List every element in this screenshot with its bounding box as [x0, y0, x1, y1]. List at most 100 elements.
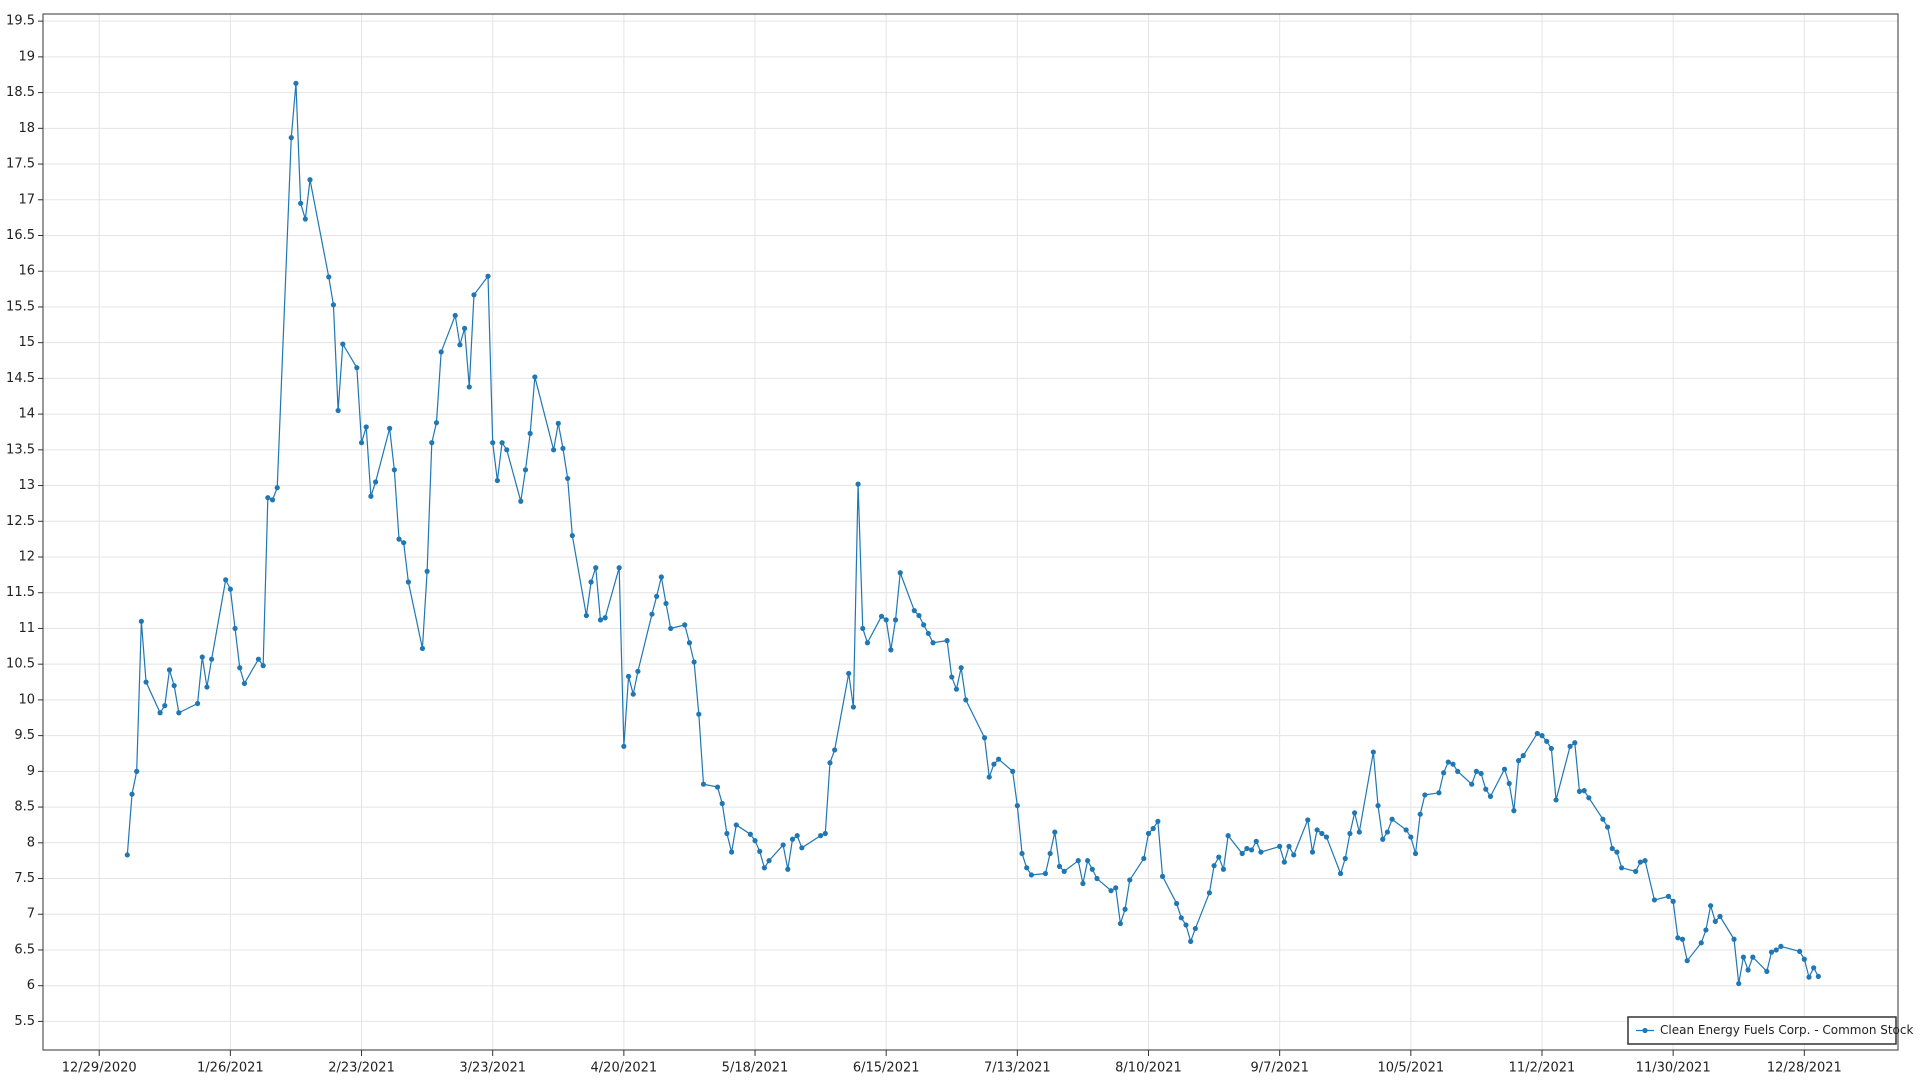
plot-frame: [42, 13, 1899, 1051]
data-point: [457, 342, 463, 348]
data-point: [1764, 968, 1770, 975]
data-point: [700, 781, 707, 787]
data-point: [565, 475, 571, 482]
data-point: [532, 374, 538, 380]
data-point: [1670, 898, 1676, 904]
data-point: [761, 865, 767, 871]
data-point: [991, 761, 997, 767]
data-point: [157, 710, 163, 716]
data-point: [733, 822, 739, 828]
legend-box: [1627, 1016, 1897, 1045]
y-tick-label: 7: [27, 907, 35, 922]
data-point: [1422, 792, 1428, 798]
data-point: [433, 420, 440, 426]
data-point: [925, 630, 931, 637]
data-point: [368, 493, 374, 499]
data-point: [438, 349, 444, 355]
data-point: [1548, 745, 1554, 752]
data-point: [1305, 817, 1311, 823]
y-tick-label: 16: [18, 264, 35, 279]
data-point: [1478, 770, 1484, 777]
data-point: [204, 684, 210, 690]
data-point: [1052, 829, 1058, 835]
data-point: [682, 622, 688, 628]
data-point: [260, 663, 266, 669]
y-tick-label: 10.5: [6, 657, 35, 672]
data-point: [1778, 943, 1784, 950]
data-point: [1028, 872, 1034, 878]
y-tick-label: 8: [27, 835, 35, 850]
data-point: [1586, 795, 1592, 801]
data-point: [1801, 956, 1807, 962]
data-point: [354, 365, 360, 371]
data-point: [1085, 858, 1091, 864]
data-point: [1515, 758, 1522, 764]
data-point: [1211, 863, 1217, 869]
data-point: [668, 625, 674, 632]
data-point: [616, 565, 622, 571]
data-point: [1145, 830, 1152, 837]
y-tick-label: 11: [18, 621, 35, 636]
data-point: [635, 668, 641, 674]
data-point: [1600, 816, 1606, 822]
data-point: [1061, 868, 1067, 874]
data-point: [860, 625, 866, 632]
data-point: [452, 312, 458, 319]
data-point: [1370, 749, 1376, 755]
y-tick-label: 12.5: [6, 514, 35, 529]
data-point: [1075, 858, 1081, 864]
data-point: [1609, 845, 1615, 852]
data-point: [171, 683, 177, 689]
data-point: [921, 622, 927, 628]
data-point: [597, 617, 604, 623]
data-point: [340, 341, 346, 347]
data-point: [1342, 855, 1348, 862]
data-point: [818, 833, 824, 839]
data-point: [265, 495, 271, 501]
data-point: [166, 667, 173, 673]
data-point: [1010, 768, 1016, 774]
data-point: [1389, 816, 1395, 822]
data-point: [485, 273, 491, 279]
data-point: [1375, 803, 1381, 809]
data-point: [1347, 830, 1353, 837]
y-tick-label: 6.5: [14, 942, 35, 957]
data-point: [1356, 829, 1362, 835]
data-point: [747, 831, 753, 837]
data-point: [555, 420, 561, 426]
y-tick-label: 9.5: [14, 728, 35, 743]
data-point: [1520, 753, 1526, 759]
data-point: [522, 467, 529, 473]
x-tick-label: 7/13/2021: [984, 1061, 1051, 1076]
data-point: [1056, 863, 1063, 869]
data-point: [1244, 845, 1250, 852]
y-tick-label: 6: [27, 978, 35, 993]
data-point: [1337, 870, 1344, 877]
data-point: [832, 747, 838, 753]
data-point: [326, 274, 332, 280]
data-point: [1412, 850, 1419, 857]
data-point: [1712, 918, 1718, 924]
data-point: [1047, 850, 1053, 857]
data-point: [780, 842, 786, 848]
data-point: [1122, 906, 1128, 912]
y-tick-label: 18.5: [6, 85, 35, 100]
data-point: [129, 791, 135, 797]
data-point: [1539, 733, 1545, 739]
y-tick-label: 12: [18, 550, 35, 565]
data-point: [241, 680, 248, 687]
data-point: [846, 670, 852, 677]
data-point: [1745, 967, 1751, 973]
data-point: [1487, 793, 1494, 799]
data-point: [138, 618, 144, 624]
data-point: [850, 704, 856, 710]
data-point: [883, 617, 889, 623]
data-point: [1277, 843, 1283, 849]
data-point: [1042, 870, 1049, 877]
data-point: [143, 679, 149, 685]
data-point: [1281, 859, 1287, 865]
data-point: [588, 579, 594, 585]
data-point: [1450, 761, 1456, 767]
